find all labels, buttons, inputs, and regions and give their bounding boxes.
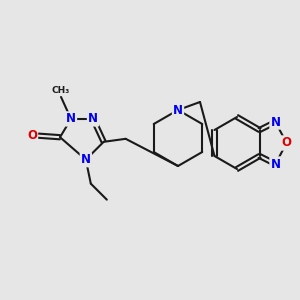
Text: CH₃: CH₃ [52,86,70,95]
Text: N: N [66,112,76,125]
Text: N: N [173,103,183,116]
Text: O: O [27,129,37,142]
Text: N: N [88,112,98,125]
Text: N: N [271,116,281,128]
Text: N: N [271,158,281,170]
Text: N: N [81,153,91,166]
Text: O: O [281,136,292,149]
